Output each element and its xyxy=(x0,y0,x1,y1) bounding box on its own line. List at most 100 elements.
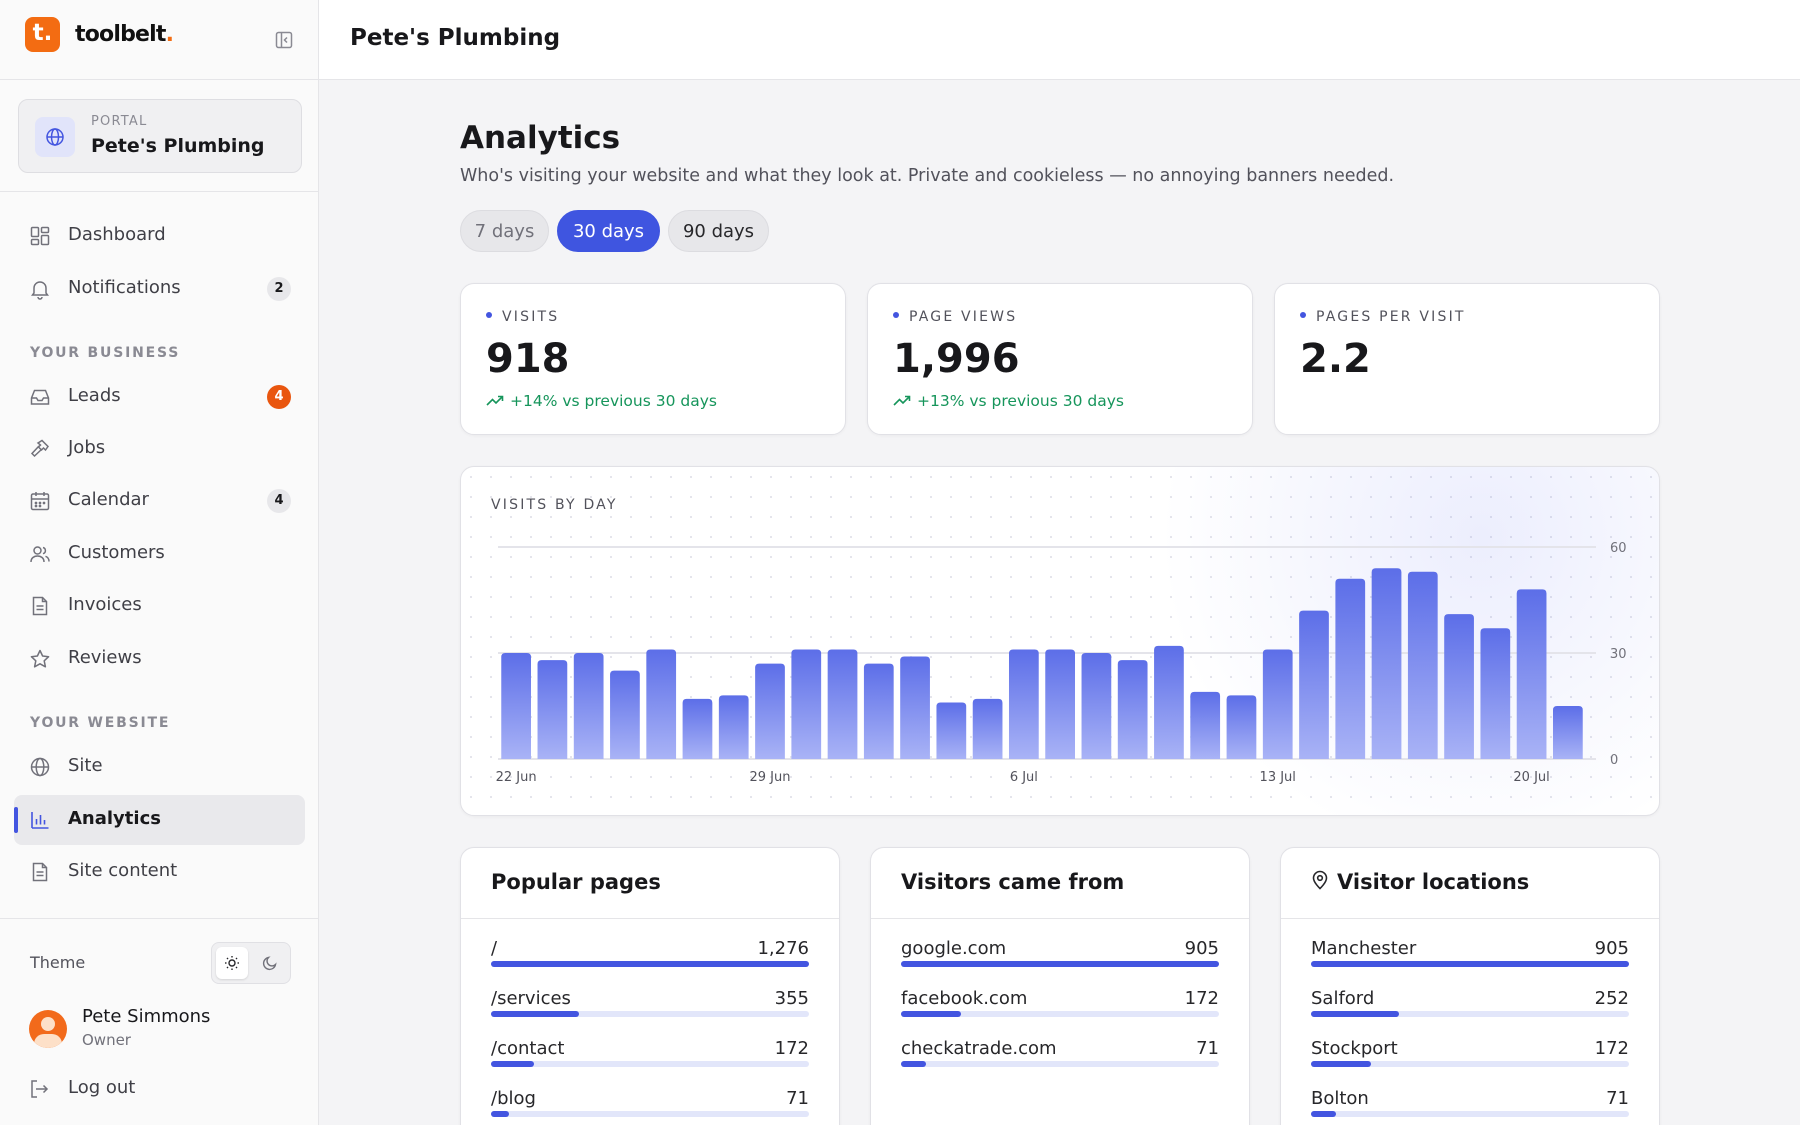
topbar-title: Pete's Plumbing xyxy=(350,25,561,51)
brand-header: t. toolbelt. xyxy=(0,0,318,80)
nav-item-analytics[interactable]: Analytics xyxy=(14,795,305,845)
sidebar: t. toolbelt. PORTAL Pete's Plumbing Dash… xyxy=(0,0,319,1125)
nav-item-site-content[interactable]: Site content xyxy=(14,847,305,897)
nav-item-site[interactable]: Site xyxy=(14,742,305,792)
chart-bar[interactable] xyxy=(1154,645,1184,759)
nav-item-notifications[interactable]: Notifications 2 xyxy=(14,264,305,314)
trending-up-icon xyxy=(486,395,504,406)
chart-bar[interactable] xyxy=(1081,653,1112,759)
moon-icon xyxy=(262,956,277,971)
row-value: 172 xyxy=(774,1038,809,1059)
nav-label-jobs: Jobs xyxy=(68,437,106,458)
chart-bar[interactable] xyxy=(1045,649,1076,759)
inbox-icon xyxy=(30,389,50,405)
chart-bar[interactable] xyxy=(1444,614,1474,759)
locations-row[interactable]: Salford 252 xyxy=(1311,988,1629,1038)
x-tick-label: 6 Jul xyxy=(1010,770,1038,785)
chart-bar[interactable] xyxy=(972,698,1003,759)
stat-label-page-views: PAGE VIEWS xyxy=(893,309,1017,325)
chart-bar[interactable] xyxy=(1008,649,1039,759)
chart-bar[interactable] xyxy=(1335,578,1366,759)
pages-row[interactable]: / 1,276 xyxy=(491,938,809,988)
portal-switcher[interactable]: PORTAL Pete's Plumbing xyxy=(18,99,302,173)
nav-item-dashboard[interactable]: Dashboard xyxy=(14,211,305,261)
row-label: facebook.com xyxy=(901,988,1028,1009)
chart-bar[interactable] xyxy=(1516,589,1547,759)
sources-row[interactable]: checkatrade.com 71 xyxy=(901,1038,1219,1088)
nav-item-jobs[interactable]: Jobs xyxy=(14,424,305,474)
chart-bar[interactable] xyxy=(537,660,568,759)
chart-bar[interactable] xyxy=(1226,695,1257,759)
popular-pages-title: Popular pages xyxy=(491,870,661,894)
row-bar-fill xyxy=(491,1111,509,1117)
row-bar-fill xyxy=(491,961,809,967)
nav-label-site-content: Site content xyxy=(68,860,178,881)
nav-item-reviews[interactable]: Reviews xyxy=(14,634,305,684)
row-bar-fill xyxy=(1311,1061,1372,1067)
chart-bar[interactable] xyxy=(1371,568,1402,759)
row-bar-track xyxy=(1311,1061,1629,1067)
chart-bar[interactable] xyxy=(1552,706,1583,759)
avatar[interactable] xyxy=(29,1010,67,1048)
chart-bar[interactable] xyxy=(936,702,967,759)
sidebar-collapse-icon xyxy=(275,31,293,49)
chart-bar[interactable] xyxy=(573,653,604,759)
nav-item-calendar[interactable]: Calendar 4 xyxy=(14,476,305,526)
stat-label-pages-per-visit: PAGES PER VISIT xyxy=(1300,309,1466,325)
nav-label-analytics: Analytics xyxy=(68,808,161,829)
range-tab-90-days[interactable]: 90 days xyxy=(668,210,769,252)
chart-bar[interactable] xyxy=(1262,649,1293,759)
chart-bar[interactable] xyxy=(1117,660,1148,759)
nav-label-invoices: Invoices xyxy=(68,594,142,615)
chart-bar[interactable] xyxy=(610,670,640,759)
sources-row[interactable]: facebook.com 172 xyxy=(901,988,1219,1038)
chart-bar[interactable] xyxy=(718,695,749,759)
brand-name[interactable]: toolbelt. xyxy=(75,22,174,47)
sources-row[interactable]: google.com 905 xyxy=(901,938,1219,988)
topbar: Pete's Plumbing xyxy=(319,0,1800,80)
light-theme-button[interactable] xyxy=(216,947,248,979)
pages-row[interactable]: /services 355 xyxy=(491,988,809,1038)
locations-row[interactable]: Manchester 905 xyxy=(1311,938,1629,988)
chart-bar[interactable] xyxy=(682,698,713,759)
range-tab-30-days[interactable]: 30 days xyxy=(557,210,660,252)
stat-card-page-views: PAGE VIEWS 1,996 +13% vs previous 30 day… xyxy=(867,283,1253,435)
nav-item-leads[interactable]: Leads 4 xyxy=(14,372,305,422)
stat-label-visits: VISITS xyxy=(486,309,559,325)
nav-item-invoices[interactable]: Invoices xyxy=(14,581,305,631)
stat-card-visits: VISITS 918 +14% vs previous 30 days xyxy=(460,283,846,435)
chart-title: VISITS BY DAY xyxy=(491,497,618,513)
pages-row[interactable]: /blog 71 xyxy=(491,1088,809,1125)
locations-row[interactable]: Bolton 71 xyxy=(1311,1088,1629,1125)
chart-bar[interactable] xyxy=(900,656,930,759)
range-tab-7-days[interactable]: 7 days xyxy=(460,210,549,252)
nav-label-leads: Leads xyxy=(68,385,121,406)
sources-title: Visitors came from xyxy=(901,870,1125,894)
chart-bar[interactable] xyxy=(791,649,822,759)
locations-row[interactable]: Stockport 172 xyxy=(1311,1038,1629,1088)
row-bar-fill xyxy=(1311,961,1629,967)
nav-item-customers[interactable]: Customers xyxy=(14,529,305,579)
chart-bar[interactable] xyxy=(1190,691,1221,759)
row-bar-track xyxy=(491,1061,809,1067)
chart-bar[interactable] xyxy=(501,653,532,759)
chart-bar[interactable] xyxy=(646,649,677,759)
collapse-sidebar-button[interactable] xyxy=(274,30,294,50)
theme-toggle xyxy=(211,942,291,984)
row-value: 172 xyxy=(1594,1038,1629,1059)
calendar-icon xyxy=(30,492,50,511)
row-value: 71 xyxy=(786,1088,809,1109)
nav-label-customers: Customers xyxy=(68,542,165,563)
logout-icon xyxy=(31,1080,49,1098)
toolbelt-logo[interactable]: t. xyxy=(25,17,60,52)
x-tick-label: 20 Jul xyxy=(1513,770,1549,785)
chart-bar[interactable] xyxy=(755,663,785,759)
chart-bar[interactable] xyxy=(827,649,858,759)
chart-bar[interactable] xyxy=(1480,628,1511,759)
chart-bar[interactable] xyxy=(1299,610,1329,759)
chart-bar[interactable] xyxy=(1407,571,1438,759)
section-label-business: YOUR BUSINESS xyxy=(30,345,181,361)
pages-row[interactable]: /contact 172 xyxy=(491,1038,809,1088)
chart-bar[interactable] xyxy=(863,663,894,759)
dark-theme-button[interactable] xyxy=(254,947,286,979)
